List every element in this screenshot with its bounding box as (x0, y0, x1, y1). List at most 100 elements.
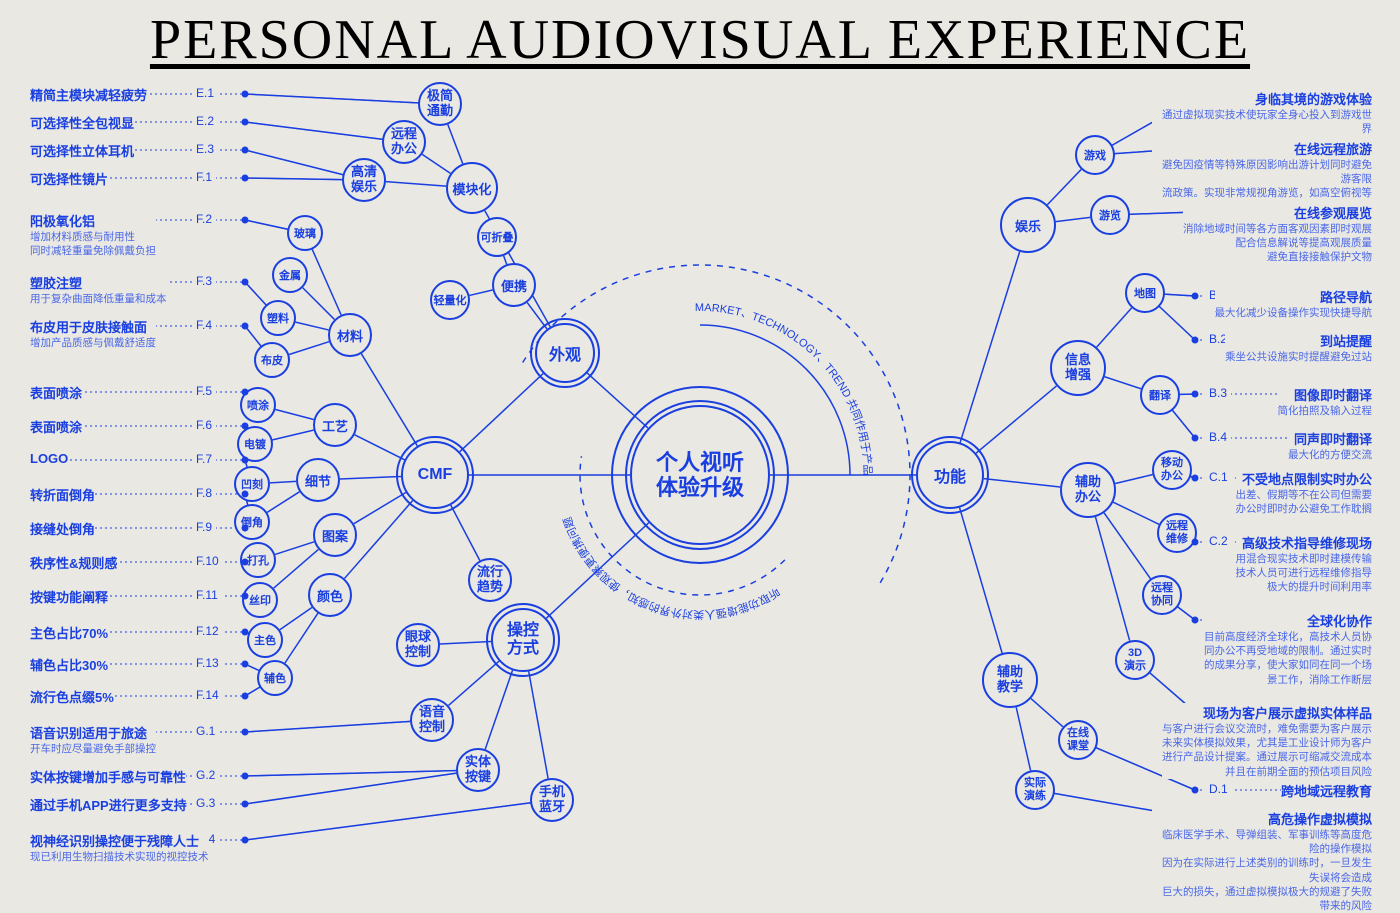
node-portable: 便携 (492, 263, 536, 307)
leaf-label: 可选择性全包视显 (30, 113, 134, 132)
leaf-code: F.13 (192, 656, 223, 670)
leaf-label: 身临其境的游戏体验 (1152, 89, 1372, 108)
node-foldable: 可折叠 (477, 217, 517, 257)
leaf-label: 表面喷涂 (30, 383, 82, 402)
leaf-code: F.2 (192, 212, 216, 226)
leaf-text: 塑胶注塑用于复杂曲面降低重量和成本 (30, 273, 167, 306)
node-info: 信息增强 (1050, 340, 1106, 396)
node-remote-collab: 远程协同 (1142, 575, 1182, 615)
leaf-desc: 避免因疫情等特殊原因影响出游计划同时避免游客限流政策。实现非常规视角游览，如高空… (1152, 158, 1372, 201)
leaf-code: G.2 (192, 768, 219, 782)
leaf-text: 不受地点限制实时办公出差、假期等不在公司但需要办公时即时办公避免工作耽搁 (1236, 469, 1373, 516)
leaf-desc: 增加产品质感与佩戴舒适度 (30, 336, 156, 350)
leaf-text: 可选择性立体耳机 (30, 141, 134, 160)
leaf-label: 到站提醒 (1225, 331, 1372, 350)
leaf-code: F.9 (192, 520, 216, 534)
leaf-desc: 目前高度经济全球化，高技术人员协同办公不再受地域的限制。通过实时的成果分享，使大… (1204, 630, 1372, 687)
node-aux-color: 辅色 (257, 660, 293, 696)
leaf-dot (1192, 475, 1199, 482)
leaf-code: F.6 (192, 418, 216, 432)
leaf-text: 可选择性全包视显 (30, 113, 134, 132)
leaf-dot (1192, 435, 1199, 442)
node-engrave: 凹刻 (234, 466, 270, 502)
leaf-dot (242, 175, 249, 182)
leaf-code: F.12 (192, 624, 223, 638)
leaf-text: 秩序性&规则感 (30, 553, 117, 572)
leaf-label: 接缝处倒角 (30, 519, 95, 538)
leaf-dot (242, 629, 249, 636)
leaf-text: 辅色占比30% (30, 655, 108, 674)
leaf-code: F.7 (192, 452, 216, 466)
leaf-dot (1192, 617, 1199, 624)
node-process: 工艺 (313, 403, 357, 447)
leaf-dot (242, 279, 249, 286)
leaf-code: G.3 (192, 796, 219, 810)
node-3d-demo: 3D演示 (1115, 640, 1155, 680)
leaf-dot (242, 593, 249, 600)
leaf-label: 主色占比70% (30, 623, 108, 642)
leaf-dot (1192, 293, 1199, 300)
leaf-text: 表面喷涂 (30, 383, 82, 402)
leaf-text: 图像即时翻译简化拍照及输入过程 (1278, 385, 1373, 418)
leaf-desc: 开车时应尽量避免手部操控 (30, 742, 156, 756)
leaf-desc: 最大化的方便交流 (1288, 448, 1372, 462)
node-voice: 语音控制 (410, 698, 454, 742)
leaf-text: LOGO (30, 451, 68, 466)
node-cmf: CMF (401, 441, 469, 509)
leaf-code: B.3 (1205, 386, 1231, 400)
node-center: 个人视听体验升级 (630, 405, 770, 545)
leaf-label: 高级技术指导维修现场 (1236, 533, 1373, 552)
node-appearance: 外观 (535, 323, 595, 383)
leaf-text: 现场为客户展示虚拟实体样品与客户进行会议交流时，难免需要为客户展示未来实体模拟效… (1162, 703, 1372, 779)
node-pattern: 图案 (313, 513, 357, 557)
leaf-text: 流行色点缀5% (30, 687, 114, 706)
leaf-code: F.8 (192, 486, 216, 500)
leaf-text: 表面喷涂 (30, 417, 82, 436)
leaf-code: F.5 (192, 384, 216, 398)
leaf-dot (242, 525, 249, 532)
node-metal: 金属 (272, 257, 308, 293)
leaf-desc: 现已利用生物扫描技术实现的视控技术 (30, 850, 209, 864)
node-modular: 模块化 (446, 162, 498, 214)
leaf-text: 接缝处倒角 (30, 519, 95, 538)
leaf-label: 辅色占比30% (30, 655, 108, 674)
leaf-text: 跨地域远程教育 (1281, 781, 1372, 800)
leaf-text: 转折面倒角 (30, 485, 95, 504)
leaf-label: 可选择性立体耳机 (30, 141, 134, 160)
node-trend: 流行趋势 (468, 558, 512, 602)
leaf-label: 不受地点限制实时办公 (1236, 469, 1373, 488)
node-entertainment: 娱乐 (1000, 197, 1056, 253)
leaf-label: 可选择性镜片 (30, 169, 108, 188)
leaf-label: 现场为客户展示虚拟实体样品 (1162, 703, 1372, 722)
leaf-dot (242, 837, 249, 844)
leaf-desc: 通过虚拟现实技术使玩家全身心投入到游戏世界 (1152, 108, 1372, 136)
node-commute: 极简通勤 (418, 82, 462, 126)
leaf-text: 高危操作虚拟模拟临床医学手术、导弹组装、军事训练等高度危险的操作模拟因为在实际进… (1152, 809, 1372, 913)
leaf-text: 路径导航最大化减少设备操作实现快捷导航 (1215, 287, 1373, 320)
node-control: 操控方式 (491, 608, 555, 672)
node-hd-ent: 高清娱乐 (342, 158, 386, 202)
node-detail: 细节 (296, 458, 340, 502)
leaf-dot (242, 217, 249, 224)
leaf-text: 身临其境的游戏体验通过虚拟现实技术使玩家全身心投入到游戏世界 (1152, 89, 1372, 136)
leaf-dot (242, 323, 249, 330)
leaf-dot (242, 729, 249, 736)
leaf-code: F.14 (192, 688, 223, 702)
node-remote-office: 远程办公 (382, 120, 426, 164)
leaf-label: 同声即时翻译 (1288, 429, 1372, 448)
leaf-text: 高级技术指导维修现场用混合现实技术即时建模传输技术人员可进行远程维修指导极大的提… (1236, 533, 1373, 595)
leaf-text: 到站提醒乘坐公共设施实时提醒避免过站 (1225, 331, 1372, 364)
node-online-class: 在线课堂 (1058, 720, 1098, 760)
leaf-text: 主色占比70% (30, 623, 108, 642)
leaf-label: 精简主模块减轻疲劳 (30, 85, 147, 104)
leaf-label: 转折面倒角 (30, 485, 95, 504)
leaf-dot (242, 423, 249, 430)
leaf-dot (242, 147, 249, 154)
node-chamfer: 倒角 (234, 504, 270, 540)
node-lightweight: 轻量化 (430, 280, 470, 320)
node-translate: 翻译 (1140, 375, 1180, 415)
leaf-dot (242, 559, 249, 566)
leaf-text: 布皮用于皮肤接触面增加产品质感与佩戴舒适度 (30, 317, 156, 350)
leaf-dot (1192, 787, 1199, 794)
leaf-dot (1192, 337, 1199, 344)
